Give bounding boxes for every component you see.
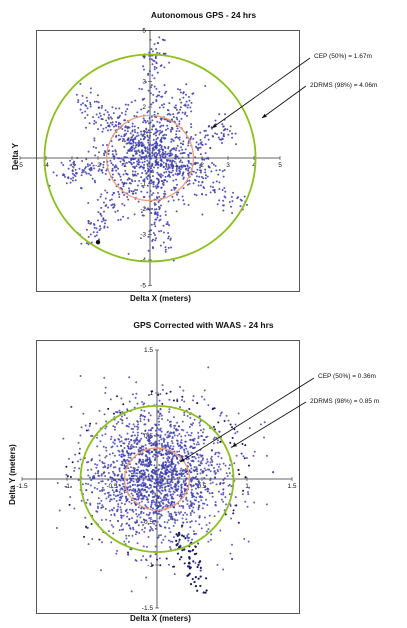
chart2-cep-annotation: CEP (50%) = 0.36m <box>318 373 376 380</box>
chart1-title: Autonomous GPS - 24 hrs <box>150 10 257 20</box>
chart2-x-tick-label: -1.5 <box>16 483 28 490</box>
chart1-plot-area <box>36 30 300 292</box>
chart2-x-axis-label: Delta X (meters) <box>130 614 191 623</box>
chart2-2drms-annotation: 2DRMS (98%) = 0.85 m <box>310 398 380 405</box>
chart1-y-axis-label: Delta Y <box>10 143 20 170</box>
chart1-x-axis-label: Delta X (meters) <box>130 294 191 303</box>
chart2-y-axis-label: Delta Y (meters) <box>7 444 17 505</box>
chart1-2drms-annotation: 2DRMS (98%) = 4.06m <box>310 82 378 89</box>
chart2-title: GPS Corrected with WAAS - 24 hrs <box>133 320 274 330</box>
chart1-cep-annotation: CEP (50%) = 1.67m <box>314 53 372 60</box>
chart2-plot-area <box>36 340 300 614</box>
